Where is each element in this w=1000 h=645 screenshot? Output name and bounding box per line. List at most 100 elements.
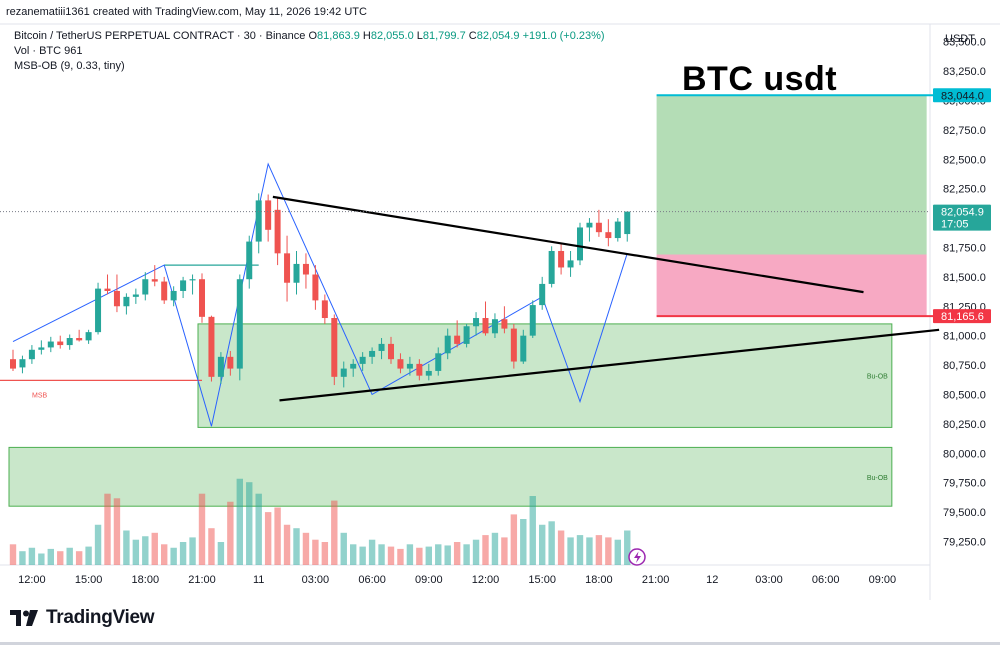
candle-body[interactable] (510, 328, 517, 362)
bu-ob-zone[interactable] (197, 323, 893, 428)
candle-body[interactable] (491, 319, 498, 334)
candle-body[interactable] (227, 356, 234, 369)
candle-body[interactable] (180, 280, 187, 291)
symbol-info-row: Bitcoin / TetherUS PERPETUAL CONTRACT · … (14, 30, 605, 42)
close-value: 82,054.9 (476, 30, 520, 42)
volume-bar (246, 482, 253, 565)
candle-body[interactable] (340, 368, 347, 377)
bu-ob-zone[interactable] (8, 446, 893, 507)
x-tick-label: 18:00 (132, 574, 160, 586)
volume-bar (9, 544, 17, 565)
volume-bar (198, 493, 206, 565)
candle-body[interactable] (293, 263, 300, 283)
candle-body[interactable] (539, 283, 546, 306)
currency-label: USDT (945, 33, 975, 45)
candle-body[interactable] (246, 241, 253, 280)
candle-body[interactable] (520, 335, 527, 362)
candle-body[interactable] (104, 288, 111, 291)
candle-body[interactable] (312, 274, 319, 301)
candle-body[interactable] (605, 232, 612, 239)
candle-body[interactable] (161, 281, 168, 301)
candle-body[interactable] (217, 356, 224, 377)
candle-body[interactable] (265, 200, 272, 230)
candle-body[interactable] (57, 341, 64, 346)
candle-body[interactable] (416, 363, 423, 376)
candle-body[interactable] (189, 279, 196, 281)
volume-bar (132, 539, 140, 565)
candle-body[interactable] (567, 260, 574, 268)
candle-body[interactable] (142, 279, 149, 295)
candle-body[interactable] (378, 343, 385, 351)
volume-bar (227, 501, 234, 565)
candle-body[interactable] (321, 300, 328, 319)
symbol-name[interactable]: Bitcoin / TetherUS PERPETUAL CONTRACT · … (14, 30, 306, 42)
stop-price-label-bg (933, 309, 991, 324)
volume-bar (482, 535, 489, 565)
candle-body[interactable] (123, 296, 130, 307)
y-tick-label: 80,750.0 (943, 360, 986, 372)
volume-bar (113, 498, 121, 565)
candle-body[interactable] (586, 222, 593, 228)
candle-body[interactable] (284, 253, 291, 283)
position-target-zone[interactable] (656, 95, 927, 255)
volume-bar (170, 547, 177, 565)
candle-body[interactable] (274, 209, 281, 254)
candle-body[interactable] (19, 359, 26, 368)
candle-body[interactable] (350, 363, 357, 369)
candle-body[interactable] (425, 370, 432, 376)
x-tick-label: 12:00 (18, 574, 46, 586)
candle-body[interactable] (463, 326, 470, 344)
candle-body[interactable] (444, 335, 451, 354)
trend-line[interactable] (279, 328, 940, 402)
volume-bar (274, 507, 281, 565)
candle-body[interactable] (255, 200, 262, 242)
candle-body[interactable] (170, 290, 177, 301)
candle-body[interactable] (397, 359, 404, 369)
candle-body[interactable] (529, 305, 536, 336)
candle-body[interactable] (558, 250, 565, 268)
candle-body[interactable] (208, 316, 215, 377)
candle-body[interactable] (482, 318, 489, 334)
high-value: 82,055.0 (370, 30, 414, 42)
candle-body[interactable] (151, 279, 158, 282)
volume-bar (614, 539, 621, 565)
candle-body[interactable] (595, 222, 602, 233)
candle-body[interactable] (66, 338, 73, 346)
candle-body[interactable] (28, 349, 35, 360)
replay-icon[interactable] (628, 548, 646, 566)
indicator-legend[interactable]: MSB-OB (9, 0.33, tiny) (14, 60, 125, 72)
candle-body[interactable] (473, 318, 480, 327)
candle-body[interactable] (501, 319, 508, 329)
candle-body[interactable] (624, 211, 631, 235)
trend-line[interactable] (272, 195, 864, 294)
candle-body[interactable] (95, 288, 102, 333)
candle-body[interactable] (10, 359, 16, 369)
candle-body[interactable] (359, 356, 366, 364)
volume-legend[interactable]: Vol · BTC 961 (14, 45, 83, 57)
volume-bar (605, 537, 612, 565)
candle-body[interactable] (85, 332, 92, 341)
candle-body[interactable] (548, 250, 555, 284)
candle-body[interactable] (577, 227, 583, 261)
candle-body[interactable] (369, 350, 376, 357)
candle-body[interactable] (406, 363, 413, 369)
candle-body[interactable] (47, 341, 54, 348)
y-tick-label: 79,500.0 (943, 507, 986, 519)
volume-bar (123, 530, 130, 565)
position-stop-zone[interactable] (656, 254, 927, 317)
candle-body[interactable] (435, 353, 442, 371)
candle-body[interactable] (113, 290, 120, 307)
candle-body[interactable] (331, 318, 338, 377)
candle-body[interactable] (38, 347, 45, 350)
price-chart[interactable]: USDT Bu-OB Bu-OB MSB 83,500.0 83,250.0 83,0… (0, 0, 1000, 600)
candle-body[interactable] (388, 343, 394, 360)
candle-body[interactable] (132, 294, 139, 297)
candle-body[interactable] (454, 335, 461, 344)
candle-body[interactable] (199, 279, 205, 317)
candle-body[interactable] (236, 279, 243, 369)
volume-bar (161, 544, 168, 565)
candle-body[interactable] (76, 338, 83, 341)
candle-body[interactable] (302, 263, 309, 275)
tradingview-logo[interactable]: TradingView (10, 607, 155, 629)
candle-body[interactable] (614, 221, 621, 239)
